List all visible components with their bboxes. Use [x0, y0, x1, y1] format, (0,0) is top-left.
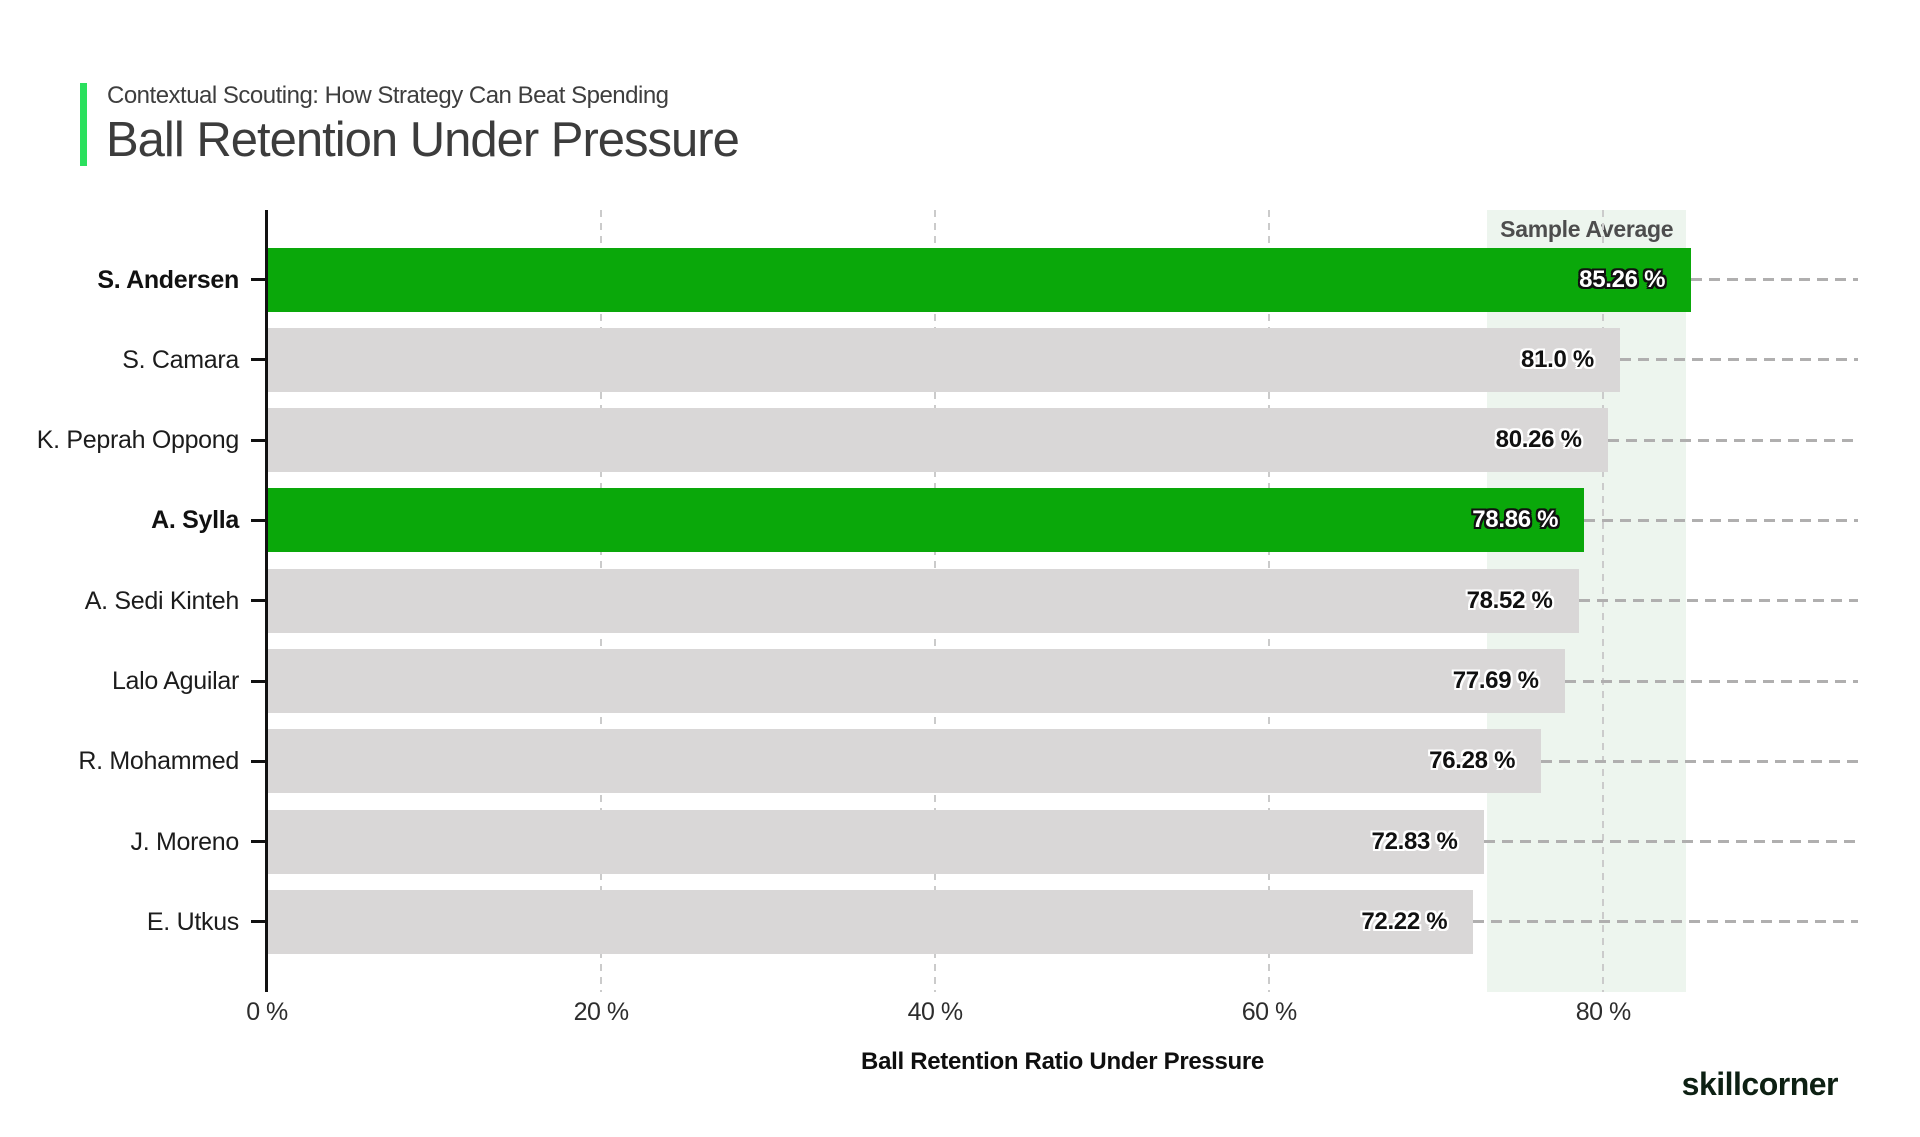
page-title: Ball Retention Under Pressure [106, 113, 740, 167]
bar-default: 80.26 % [267, 408, 1608, 473]
player-label: S. Camara [122, 345, 239, 374]
player-label: J. Moreno [130, 827, 240, 856]
x-tick-label-0: 0 % [246, 998, 288, 1026]
bar-value-label: 78.86 % [1472, 506, 1559, 534]
player-tick [251, 518, 266, 522]
leader-line [1473, 920, 1858, 924]
leader-line [1483, 840, 1858, 844]
bar-value-label: 85.26 % [1579, 265, 1666, 293]
plot-area: Sample Average 85.26 % S. Andersen 81.0 % S.… [37, 210, 1858, 992]
x-tick-label-80: 80 % [1575, 998, 1631, 1026]
player-tick [251, 438, 266, 442]
bar-value-label: 76.28 % [1429, 747, 1516, 775]
accent-bar [80, 83, 87, 166]
bar-value-label: 81.0 % [1521, 345, 1594, 373]
player-label: R. Mohammed [78, 747, 239, 776]
bar-value-label: 78.52 % [1466, 586, 1553, 614]
bar-value-label: 72.22 % [1361, 907, 1448, 935]
player-tick [251, 920, 266, 924]
player-tick [251, 278, 266, 281]
bar-default: 76.28 % [267, 729, 1542, 794]
player-tick [251, 759, 266, 763]
bar-default: 78.52 % [267, 568, 1579, 633]
player-label: K. Peprah Oppong [36, 426, 240, 455]
player-label: Lalo Aguilar [111, 667, 239, 695]
leader-line [1578, 599, 1858, 603]
sample-average-label: Sample Average [1500, 216, 1674, 242]
leader-line [1564, 679, 1858, 683]
player-label: S. Andersen [97, 265, 239, 294]
bar-highlighted: 78.86 % [267, 488, 1585, 553]
player-label: A. Sedi Kinteh [84, 586, 240, 615]
leader-line [1691, 278, 1858, 281]
x-tick-label-60: 60 % [1241, 998, 1297, 1026]
player-tick [251, 358, 266, 362]
x-tick-label-40: 40 % [907, 998, 963, 1026]
x-axis-label: Ball Retention Ratio Under Pressure [861, 1048, 1264, 1075]
bar-value-label: 72.83 % [1371, 827, 1458, 855]
y-axis-line [265, 210, 268, 992]
x-tick-label-20: 20 % [573, 998, 629, 1026]
leader-line [1584, 518, 1858, 522]
player-tick [251, 599, 266, 603]
leader-line [1541, 759, 1858, 763]
leader-line [1607, 438, 1858, 442]
bar-value-label: 77.69 % [1452, 667, 1539, 694]
skillcorner-logo: skillcorner [1681, 1066, 1839, 1102]
player-label: E. Utkus [146, 907, 239, 936]
bar-default: 81.0 % [267, 327, 1620, 392]
chart-subtitle: Contextual Scouting: How Strategy Can Be… [107, 82, 669, 109]
player-tick [251, 840, 266, 844]
player-label: A. Sylla [151, 506, 239, 535]
bar-default: 72.83 % [267, 809, 1484, 874]
bar-highlighted: 85.26 % [267, 247, 1692, 312]
bar-default: 77.69 % [267, 649, 1565, 713]
player-tick [251, 679, 266, 683]
leader-line [1619, 358, 1858, 362]
bar-default: 72.22 % [267, 889, 1474, 954]
bar-value-label: 80.26 % [1495, 426, 1582, 454]
